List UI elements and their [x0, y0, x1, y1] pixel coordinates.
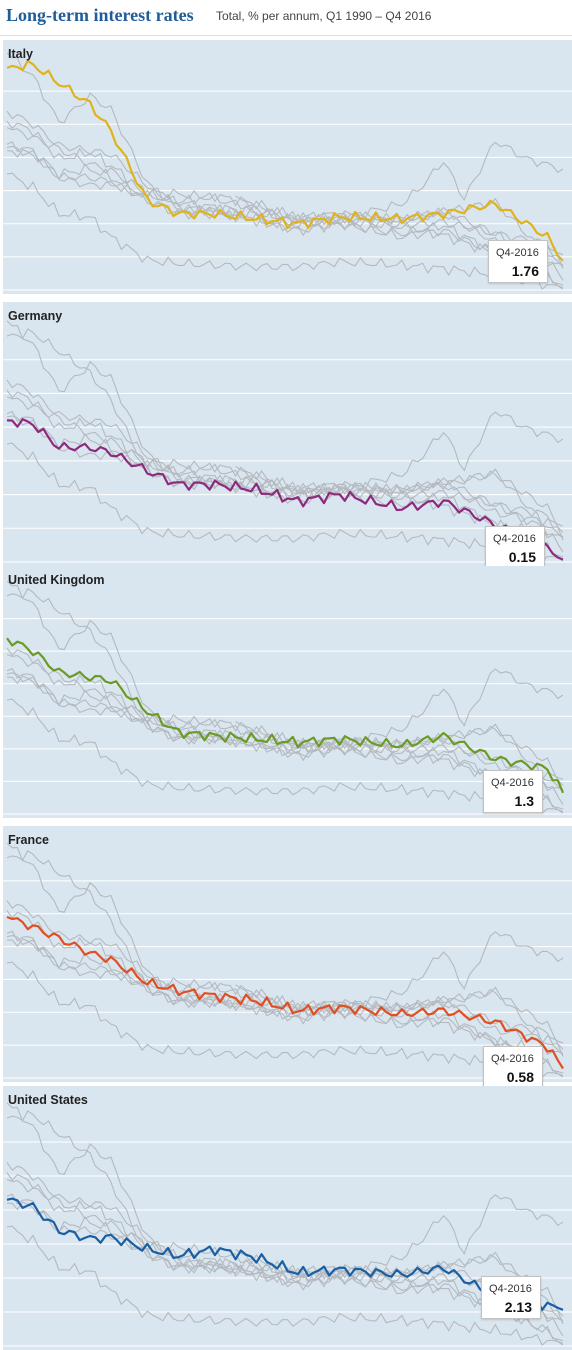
- panel-germany[interactable]: Germany Q4-2016 0.15: [3, 302, 572, 569]
- context-series-line-france: [6, 127, 564, 281]
- panel-united-states-title: United States: [8, 1093, 88, 1107]
- panel-france-period: Q4-2016: [491, 1053, 534, 1065]
- panel-united-kingdom-period: Q4-2016: [491, 777, 534, 789]
- series-line-france[interactable]: [6, 915, 564, 1070]
- context-series-line-united-states: [6, 935, 564, 1045]
- context-series-line-japan: [6, 698, 564, 814]
- panel-germany-title: Germany: [8, 309, 63, 323]
- context-series-line-netherlands: [6, 667, 564, 810]
- panel-united-kingdom-value: 1.3: [514, 793, 534, 809]
- series-line-italy[interactable]: [6, 59, 564, 262]
- panel-italy-title: Italy: [8, 47, 34, 61]
- panel-germany-plot: [3, 320, 572, 563]
- context-series-line-canada: [6, 120, 564, 267]
- context-series-line-spain: [6, 842, 564, 1056]
- panel-united-states[interactable]: United States Q4-2016 2.13: [3, 1086, 572, 1350]
- context-series-line-japan: [6, 961, 564, 1078]
- context-series-line-spain: [6, 320, 564, 539]
- context-series-line-spain: [6, 580, 564, 792]
- series-line-united-kingdom[interactable]: [6, 637, 565, 794]
- context-series-line-japan: [6, 172, 564, 290]
- panel-italy-plot: [3, 52, 572, 291]
- context-series-line-italy: [6, 328, 564, 533]
- context-series-line-japan: [6, 442, 564, 562]
- context-series-line-greece: [235, 668, 564, 751]
- panel-france[interactable]: France Q4-2016 0.58: [3, 826, 572, 1089]
- panel-united-states-callout: Q4-2016 2.13: [481, 1276, 541, 1319]
- context-series-line-united-states: [6, 672, 564, 781]
- context-series-line-netherlands: [6, 141, 564, 286]
- panel-united-kingdom-title: United Kingdom: [8, 573, 105, 587]
- context-series-line-italy: [6, 1110, 564, 1317]
- panel-united-states-value: 2.13: [504, 1299, 532, 1315]
- panel-germany-period: Q4-2016: [493, 533, 536, 545]
- context-series-line-greece: [235, 141, 564, 226]
- chart-header: Long-term interest rates Total, % per an…: [0, 0, 572, 36]
- context-series-line-italy: [6, 850, 564, 1050]
- context-series-line-italy: [6, 588, 564, 786]
- series-line-germany[interactable]: [6, 418, 564, 561]
- panel-italy-callout: Q4-2016 1.76: [488, 240, 548, 283]
- context-series-line-canada: [6, 647, 564, 792]
- panel-italy[interactable]: Italy Q4-2016 1.76: [3, 40, 572, 294]
- panel-italy-period: Q4-2016: [496, 247, 539, 259]
- panel-france-callout: Q4-2016 0.58: [483, 1046, 543, 1089]
- panel-united-kingdom-callout: Q4-2016 1.3: [483, 770, 543, 813]
- context-series-line-spain: [6, 1102, 564, 1323]
- context-series-line-canada: [6, 389, 564, 539]
- panel-united-kingdom[interactable]: United Kingdom Q4-2016 1.3: [3, 566, 572, 818]
- context-series-line-france: [6, 653, 564, 805]
- gridlines: [3, 90, 572, 291]
- context-series-line-france: [6, 396, 564, 553]
- context-series-line-canada: [6, 910, 564, 1056]
- context-series-line-france: [6, 1178, 564, 1337]
- context-series-line-united-states: [6, 415, 564, 528]
- context-series-line-netherlands: [6, 930, 564, 1074]
- series-line-united-states[interactable]: [6, 1197, 564, 1311]
- panel-united-states-period: Q4-2016: [489, 1283, 532, 1295]
- context-series-line-canada: [6, 1172, 564, 1323]
- panel-france-value: 0.58: [506, 1069, 534, 1085]
- panel-france-plot: [3, 842, 572, 1079]
- context-series-line-united-states: [6, 145, 564, 256]
- panel-italy-value: 1.76: [511, 263, 539, 279]
- chart-title: Long-term interest rates: [6, 5, 194, 25]
- panel-germany-value: 0.15: [508, 549, 536, 565]
- panel-united-states-plot: [3, 1102, 572, 1347]
- context-series-line-greece: [235, 411, 564, 497]
- panel-united-kingdom-plot: [3, 580, 572, 815]
- context-series-line-greece: [235, 1194, 564, 1280]
- chart-subtitle: Total, % per annum, Q1 1990 – Q4 2016: [216, 9, 432, 23]
- context-series-line-japan: [6, 1225, 564, 1346]
- panel-germany-callout: Q4-2016 0.15: [485, 526, 545, 569]
- panel-france-title: France: [8, 833, 49, 847]
- context-series-line-netherlands: [6, 1193, 564, 1342]
